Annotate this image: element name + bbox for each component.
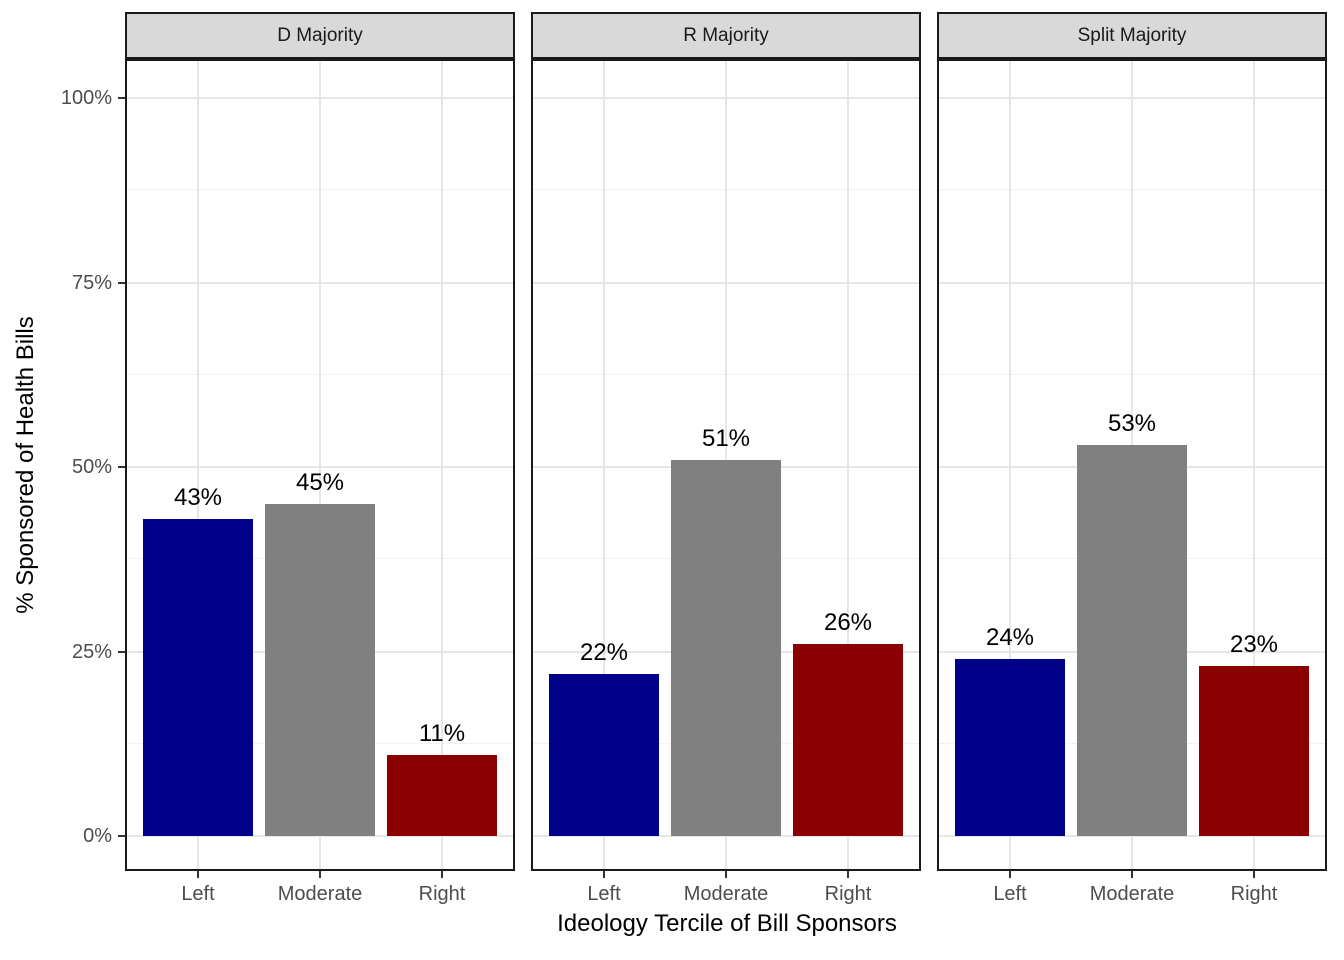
y-tick-label-25: 25% bbox=[71, 640, 112, 663]
y-tick-mark bbox=[118, 835, 125, 837]
facet-strip-label: Split Majority bbox=[1077, 24, 1187, 46]
bar-value-label: 24% bbox=[985, 623, 1035, 651]
bar-left-d-majority bbox=[143, 518, 253, 836]
x-tick-label-moderate: Moderate bbox=[277, 883, 363, 905]
x-tick-mark bbox=[1253, 871, 1255, 878]
facet-strip-split-majority: Split Majority bbox=[937, 12, 1327, 59]
bar-value-label: 51% bbox=[701, 424, 751, 452]
x-tick-label-left: Left bbox=[993, 883, 1027, 905]
bar-value-label: 26% bbox=[823, 609, 873, 637]
x-tick-label-right: Right bbox=[824, 883, 872, 905]
bar-value-label: 43% bbox=[173, 483, 223, 511]
gridline-vertical bbox=[441, 61, 443, 869]
facet-strip-d-majority: D Majority bbox=[125, 12, 515, 59]
y-tick-label-100: 100% bbox=[60, 87, 112, 109]
x-tick-mark bbox=[441, 871, 443, 878]
bar-right-r-majority bbox=[793, 644, 903, 836]
gridline-vertical bbox=[1009, 61, 1011, 869]
x-tick-label-moderate: Moderate bbox=[1089, 883, 1175, 905]
bar-right-d-majority bbox=[387, 754, 497, 836]
gridline-vertical bbox=[603, 61, 605, 869]
x-tick-mark bbox=[319, 871, 321, 878]
bar-right-split-majority bbox=[1199, 666, 1309, 836]
facet-strip-r-majority: R Majority bbox=[531, 12, 921, 59]
gridline-vertical bbox=[197, 61, 199, 869]
bar-value-label: 11% bbox=[418, 719, 466, 747]
y-tick-mark bbox=[118, 650, 125, 653]
bar-moderate-r-majority bbox=[671, 459, 781, 836]
x-tick-label-moderate: Moderate bbox=[683, 883, 769, 905]
gridline-vertical bbox=[319, 61, 321, 869]
y-tick-mark bbox=[118, 97, 125, 99]
bar-moderate-d-majority bbox=[265, 503, 375, 836]
x-tick-label-right: Right bbox=[1230, 883, 1278, 905]
y-tick-mark bbox=[118, 466, 125, 468]
x-tick-label-left: Left bbox=[587, 883, 621, 905]
bar-value-label: 22% bbox=[579, 638, 629, 666]
gridline-vertical bbox=[1253, 61, 1255, 869]
x-tick-mark bbox=[725, 871, 727, 878]
bar-left-split-majority bbox=[955, 658, 1065, 836]
x-axis-title: Ideology Tercile of Bill Sponsors bbox=[557, 910, 897, 937]
bar-value-label: 23% bbox=[1229, 631, 1279, 659]
facet-strip-label: R Majority bbox=[683, 24, 769, 46]
x-tick-mark bbox=[197, 871, 199, 878]
x-tick-mark bbox=[603, 871, 605, 878]
y-tick-label-0: 0% bbox=[83, 825, 112, 847]
panel-r-majority: 22% 51% 26% bbox=[531, 59, 921, 871]
panel-d-majority: 43% 45% 11% bbox=[125, 59, 515, 871]
bar-value-label: 53% bbox=[1107, 409, 1157, 437]
bar-left-r-majority bbox=[549, 673, 659, 836]
bar-moderate-split-majority bbox=[1077, 444, 1187, 836]
x-tick-mark bbox=[1131, 871, 1133, 878]
x-tick-label-right: Right bbox=[418, 883, 466, 905]
y-tick-label-75: 75% bbox=[71, 271, 112, 294]
bar-value-label: 45% bbox=[295, 468, 345, 496]
y-tick-label-50: 50% bbox=[71, 456, 112, 478]
x-tick-label-left: Left bbox=[181, 883, 215, 905]
panel-split-majority: 24% 53% 23% bbox=[937, 59, 1327, 871]
x-tick-mark bbox=[1009, 871, 1011, 878]
y-tick-mark bbox=[118, 281, 125, 284]
facet-strip-label: D Majority bbox=[277, 24, 363, 46]
x-tick-mark bbox=[847, 871, 849, 878]
gridline-vertical bbox=[847, 61, 849, 869]
